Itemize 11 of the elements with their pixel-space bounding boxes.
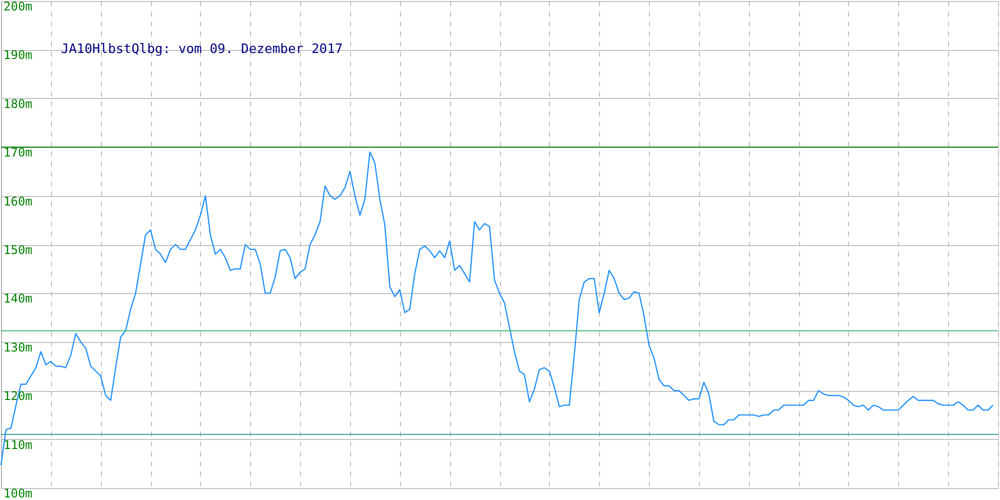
y-tick-label: 200m xyxy=(4,0,32,14)
y-tick-label: 180m xyxy=(4,96,32,111)
y-tick-label: 110m xyxy=(4,438,32,452)
y-tick-label: 100m xyxy=(4,486,32,500)
text: JA10HlbstQlbg: vom 09. Dezember 2017 xyxy=(61,42,343,57)
y-tick-label: 190m xyxy=(4,48,32,62)
y-tick-label: 130m xyxy=(4,340,32,354)
y-tick-label: 170m xyxy=(4,146,32,160)
y-tick-label: 140m xyxy=(4,292,32,306)
y-tick-label: 160m xyxy=(4,194,32,208)
y-tick-label: 150m xyxy=(4,243,32,257)
